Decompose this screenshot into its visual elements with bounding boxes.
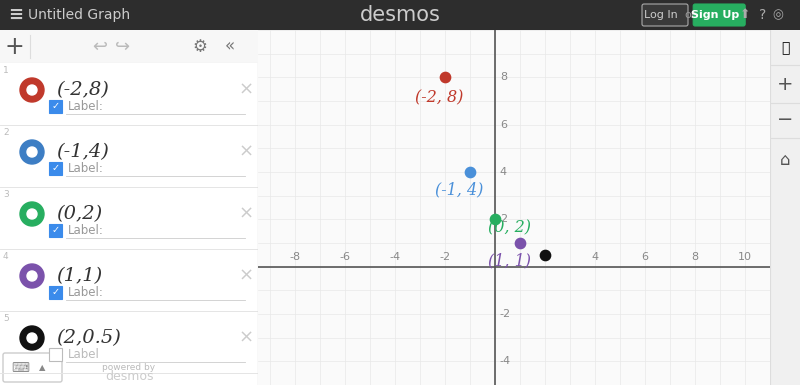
Text: -2: -2 — [440, 253, 451, 263]
Circle shape — [27, 147, 37, 157]
FancyBboxPatch shape — [3, 353, 62, 382]
Circle shape — [20, 326, 44, 350]
Text: Log In: Log In — [644, 10, 678, 20]
Text: 8: 8 — [691, 253, 698, 263]
Text: 1: 1 — [3, 66, 9, 75]
Text: 5: 5 — [3, 314, 9, 323]
Text: 2: 2 — [500, 214, 507, 224]
Text: -8: -8 — [290, 253, 301, 263]
Text: 4: 4 — [500, 167, 507, 177]
Text: -4: -4 — [390, 253, 401, 263]
Text: Label:: Label: — [68, 161, 104, 174]
Text: -4: -4 — [500, 357, 511, 367]
Text: ⚙: ⚙ — [193, 37, 207, 55]
Text: -2: -2 — [500, 309, 511, 319]
Circle shape — [27, 209, 37, 219]
Text: ✓: ✓ — [51, 101, 59, 111]
Text: «: « — [225, 37, 235, 55]
Point — [439, 74, 452, 80]
Text: desmos: desmos — [105, 370, 154, 383]
Text: ?: ? — [758, 8, 766, 22]
Text: ×: × — [238, 329, 254, 347]
Circle shape — [27, 271, 37, 281]
Text: Sign Up: Sign Up — [691, 10, 739, 20]
Circle shape — [27, 85, 37, 95]
Text: desmos: desmos — [359, 5, 441, 25]
Point — [539, 252, 552, 258]
Circle shape — [20, 202, 44, 226]
Text: ⌂: ⌂ — [780, 151, 790, 169]
Text: ↪: ↪ — [115, 37, 130, 55]
Text: (-1,4): (-1,4) — [56, 143, 109, 161]
Text: ×: × — [238, 81, 254, 99]
Circle shape — [20, 78, 44, 102]
Text: ◎: ◎ — [772, 8, 783, 22]
Text: 3: 3 — [3, 190, 9, 199]
Text: 🔧: 🔧 — [781, 41, 789, 55]
Text: 8: 8 — [500, 72, 507, 82]
Text: 6: 6 — [500, 120, 506, 130]
Text: (-2, 8): (-2, 8) — [415, 89, 463, 106]
Text: (2,0.5): (2,0.5) — [56, 329, 121, 347]
Text: +: + — [4, 35, 24, 59]
Circle shape — [27, 333, 37, 343]
FancyBboxPatch shape — [49, 162, 62, 175]
FancyBboxPatch shape — [49, 224, 62, 237]
Circle shape — [20, 140, 44, 164]
Text: -6: -6 — [340, 253, 351, 263]
Text: (1, 1): (1, 1) — [487, 253, 530, 270]
Circle shape — [20, 264, 44, 288]
Text: ✓: ✓ — [51, 287, 59, 297]
Text: ⌨: ⌨ — [11, 362, 29, 375]
Text: +: + — [777, 75, 794, 94]
Text: (1,1): (1,1) — [56, 267, 102, 285]
Text: Label: Label — [68, 348, 100, 360]
Text: −: − — [777, 110, 793, 129]
Text: powered by: powered by — [102, 363, 155, 372]
Text: 4: 4 — [592, 253, 598, 263]
Text: ×: × — [238, 267, 254, 285]
Text: ▲: ▲ — [38, 363, 46, 373]
Text: 2: 2 — [542, 253, 549, 263]
Text: 6: 6 — [642, 253, 649, 263]
FancyBboxPatch shape — [642, 4, 688, 26]
FancyBboxPatch shape — [49, 286, 62, 299]
Text: Label:: Label: — [68, 99, 104, 112]
Text: ↩: ↩ — [93, 37, 107, 55]
Text: (0,2): (0,2) — [56, 205, 102, 223]
Text: or: or — [684, 10, 695, 20]
Text: Label:: Label: — [68, 286, 104, 298]
Point — [464, 169, 477, 175]
Text: ≡: ≡ — [8, 6, 23, 24]
Text: ✓: ✓ — [51, 225, 59, 235]
Text: ⬆: ⬆ — [740, 8, 751, 22]
Point — [489, 216, 502, 223]
FancyBboxPatch shape — [49, 100, 62, 113]
Text: 4: 4 — [3, 252, 9, 261]
FancyBboxPatch shape — [693, 4, 746, 26]
Text: ×: × — [238, 143, 254, 161]
FancyBboxPatch shape — [49, 348, 62, 361]
Text: 10: 10 — [738, 253, 752, 263]
Text: ×: × — [238, 205, 254, 223]
Point — [514, 240, 526, 246]
Text: (-2,8): (-2,8) — [56, 81, 109, 99]
Text: (-1, 4): (-1, 4) — [435, 181, 483, 198]
Text: 2: 2 — [3, 128, 9, 137]
Text: ✓: ✓ — [51, 163, 59, 173]
Text: (0, 2): (0, 2) — [487, 219, 530, 236]
Text: Label:: Label: — [68, 224, 104, 236]
Text: Untitled Graph: Untitled Graph — [28, 8, 130, 22]
